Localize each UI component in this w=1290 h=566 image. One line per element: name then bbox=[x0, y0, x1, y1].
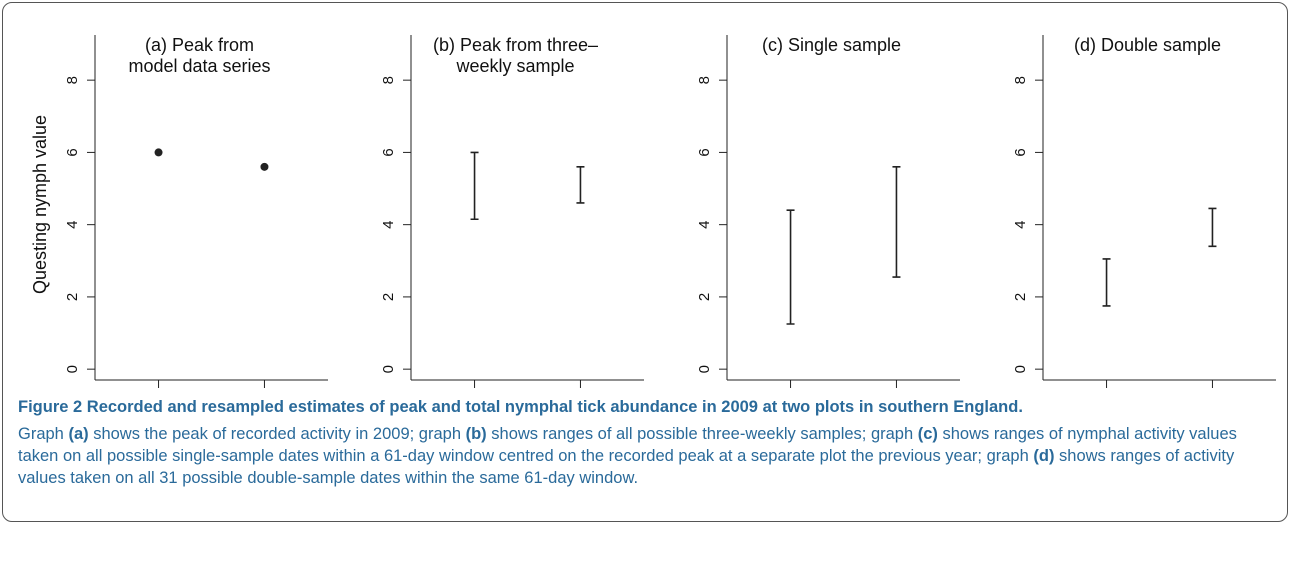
x-tick-label: 3 bbox=[892, 394, 901, 395]
y-tick-label: 8 bbox=[1012, 76, 1029, 84]
y-tick-label: 4 bbox=[1012, 220, 1029, 228]
panel-title: (d) Double sample bbox=[1074, 35, 1221, 55]
caption-body: Graph (a) shows the peak of recorded act… bbox=[18, 425, 1237, 487]
x-tick-label: 3 bbox=[260, 394, 269, 395]
y-tick-label: 0 bbox=[696, 365, 713, 373]
range-bar bbox=[1208, 207, 1217, 248]
y-tick-label: 6 bbox=[380, 148, 397, 156]
chart: 0246823Plot numberQuesting nymph value(a… bbox=[30, 35, 1276, 395]
y-tick-label: 2 bbox=[696, 293, 713, 301]
caption-text: Graph bbox=[18, 425, 69, 443]
y-tick-label: 2 bbox=[64, 293, 81, 301]
panel-title: model data series bbox=[128, 56, 270, 76]
x-tick-label: 2 bbox=[154, 394, 163, 395]
caption-text: shows ranges of activity values taken on… bbox=[18, 447, 1235, 487]
caption-label: Figure 2 bbox=[18, 398, 83, 416]
y-tick-label: 4 bbox=[696, 220, 713, 228]
y-tick-label: 0 bbox=[1012, 365, 1029, 373]
y-tick-label: 4 bbox=[64, 220, 81, 228]
y-tick-label: 6 bbox=[1012, 148, 1029, 156]
caption-text: shows the peak of recorded activity in 2… bbox=[88, 425, 466, 443]
y-tick-label: 6 bbox=[696, 148, 713, 156]
caption-ref: (b) bbox=[465, 425, 487, 443]
y-axis-label: Questing nymph value bbox=[30, 115, 50, 294]
point bbox=[154, 148, 163, 157]
panel-title: (c) Single sample bbox=[762, 35, 901, 55]
range-bar bbox=[786, 209, 795, 325]
y-tick-label: 8 bbox=[380, 76, 397, 84]
range-bar bbox=[892, 166, 901, 278]
caption-title: Recorded and resampled estimates of peak… bbox=[86, 398, 1023, 416]
caption-ref: (d) bbox=[1033, 447, 1055, 465]
caption-ref: (c) bbox=[917, 425, 938, 443]
figure-frame bbox=[2, 2, 1288, 522]
y-tick-label: 2 bbox=[380, 293, 397, 301]
panel-title: (b) Peak from three– bbox=[433, 35, 598, 55]
caption-text: shows ranges of nymphal activity values … bbox=[18, 425, 1237, 465]
x-tick-label: 2 bbox=[470, 394, 479, 395]
range-bar bbox=[470, 151, 479, 221]
caption-text: shows ranges of all possible three-weekl… bbox=[486, 425, 918, 443]
y-tick-label: 2 bbox=[1012, 293, 1029, 301]
caption-heading: Figure 2 Recorded and resampled estimate… bbox=[18, 396, 1273, 418]
y-tick-label: 8 bbox=[696, 76, 713, 84]
caption: Figure 2 Recorded and resampled estimate… bbox=[18, 396, 1273, 489]
y-tick-label: 8 bbox=[64, 76, 81, 84]
y-tick-label: 0 bbox=[64, 365, 81, 373]
range-bar bbox=[1102, 258, 1111, 307]
point bbox=[260, 162, 269, 171]
y-tick-label: 0 bbox=[380, 365, 397, 373]
x-tick-label: 3 bbox=[1208, 394, 1217, 395]
y-tick-label: 6 bbox=[64, 148, 81, 156]
x-tick-label: 2 bbox=[786, 394, 795, 395]
y-tick-label: 4 bbox=[380, 220, 397, 228]
x-tick-label: 2 bbox=[1102, 394, 1111, 395]
caption-ref: (a) bbox=[68, 425, 89, 443]
range-bar bbox=[576, 166, 585, 204]
panel-title: (a) Peak from bbox=[145, 35, 254, 55]
panel-title: weekly sample bbox=[455, 56, 574, 76]
x-tick-label: 3 bbox=[576, 394, 585, 395]
